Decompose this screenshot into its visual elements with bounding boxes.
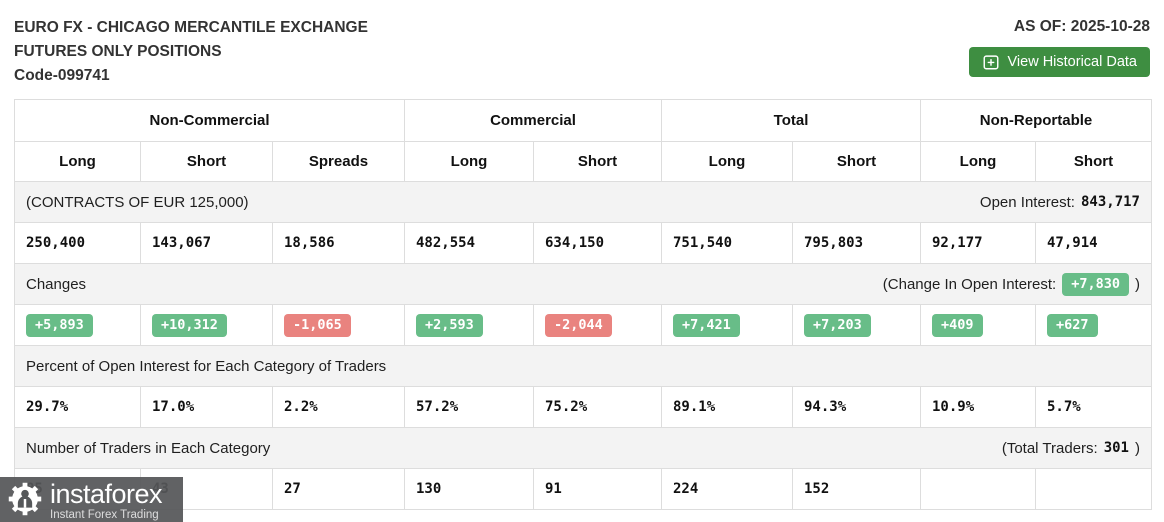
view-historical-data-button[interactable]: View Historical Data <box>968 47 1150 77</box>
change-badge: -2,044 <box>545 313 612 337</box>
change-oi-label: (Change In Open Interest: <box>882 275 1057 293</box>
traders-value <box>921 469 1036 510</box>
report-code: Code-099741 <box>14 67 110 84</box>
col-header: Long <box>921 142 1036 182</box>
change-badge: +7,421 <box>673 313 740 337</box>
as-of-date: AS OF: 2025-10-28 <box>1013 18 1150 35</box>
col-header: Spreads <box>273 142 405 182</box>
position-value: 47,914 <box>1036 223 1151 264</box>
position-value: 143,067 <box>141 223 273 264</box>
change-badge: +627 <box>1047 313 1098 337</box>
cot-table: Non-Commercial Commercial Total Non-Repo… <box>14 99 1152 510</box>
group-non-reportable: Non-Reportable <box>921 100 1151 142</box>
traders-value: 224 <box>662 469 793 510</box>
change-oi-close: ) <box>1135 275 1140 293</box>
position-value: 482,554 <box>405 223 534 264</box>
total-traders-value: 301 <box>1103 440 1129 456</box>
report-titles: EURO FX - CHICAGO MERCANTILE EXCHANGE FU… <box>14 16 368 88</box>
col-header: Short <box>1036 142 1151 182</box>
change-badge: -1,065 <box>284 313 351 337</box>
col-header: Long <box>662 142 793 182</box>
percent-band: Percent of Open Interest for Each Catego… <box>15 346 1151 387</box>
open-interest-label: Open Interest: <box>979 193 1075 211</box>
positions-row: 250,400 143,067 18,586 482,554 634,150 7… <box>15 223 1151 264</box>
col-header: Short <box>141 142 273 182</box>
percent-value: 89.1% <box>662 387 793 428</box>
view-historical-data-label: View Historical Data <box>1007 54 1137 70</box>
percent-value: 75.2% <box>534 387 662 428</box>
traders-value: 130 <box>405 469 534 510</box>
total-traders-close: ) <box>1135 439 1140 457</box>
position-value: 250,400 <box>15 223 141 264</box>
position-value: 92,177 <box>921 223 1036 264</box>
percent-value: 5.7% <box>1036 387 1151 428</box>
instaforex-gear-icon <box>4 478 46 522</box>
instaforex-watermark: instaforex Instant Forex Trading <box>0 477 183 522</box>
col-header: Long <box>15 142 141 182</box>
report-title: EURO FX - CHICAGO MERCANTILE EXCHANGE <box>14 19 368 36</box>
position-value: 18,586 <box>273 223 405 264</box>
traders-band: Number of Traders in Each Category (Tota… <box>15 428 1151 469</box>
changes-band: Changes (Change In Open Interest: +7,830… <box>15 264 1151 305</box>
percent-label: Percent of Open Interest for Each Catego… <box>26 357 387 375</box>
position-value: 634,150 <box>534 223 662 264</box>
traders-label: Number of Traders in Each Category <box>26 439 271 457</box>
contracts-label: (CONTRACTS OF EUR 125,000) <box>26 193 249 211</box>
change-badge: +5,893 <box>26 313 93 337</box>
position-value: 795,803 <box>793 223 921 264</box>
position-value: 751,540 <box>662 223 793 264</box>
traders-value: 27 <box>273 469 405 510</box>
total-traders-label: (Total Traders: <box>1001 439 1098 457</box>
changes-label: Changes <box>26 275 87 293</box>
percent-value: 17.0% <box>141 387 273 428</box>
percent-value: 57.2% <box>405 387 534 428</box>
col-header: Short <box>534 142 662 182</box>
changes-row: +5,893 +10,312 -1,065 +2,593 -2,044 +7,4… <box>15 305 1151 346</box>
traders-value: 91 <box>534 469 662 510</box>
change-oi-badge: +7,830 <box>1062 272 1129 296</box>
percent-value: 2.2% <box>273 387 405 428</box>
open-interest-value: 843,717 <box>1080 194 1140 210</box>
percents-row: 29.7% 17.0% 2.2% 57.2% 75.2% 89.1% 94.3%… <box>15 387 1151 428</box>
percent-value: 10.9% <box>921 387 1036 428</box>
header-right: AS OF: 2025-10-28 View Historical Data <box>968 16 1150 88</box>
group-header-row: Non-Commercial Commercial Total Non-Repo… <box>15 100 1151 142</box>
instaforex-logo-name: instaforex <box>50 478 163 509</box>
traders-value <box>1036 469 1151 510</box>
calendar-plus-icon <box>982 53 1000 71</box>
percent-value: 94.3% <box>793 387 921 428</box>
col-header: Short <box>793 142 921 182</box>
change-badge: +10,312 <box>152 313 227 337</box>
change-badge: +7,203 <box>804 313 871 337</box>
report-subtitle: FUTURES ONLY POSITIONS <box>14 43 222 60</box>
report-header: EURO FX - CHICAGO MERCANTILE EXCHANGE FU… <box>14 16 1150 88</box>
group-commercial: Commercial <box>405 100 662 142</box>
column-header-row: Long Short Spreads Long Short Long Short… <box>15 142 1151 182</box>
traders-value: 152 <box>793 469 921 510</box>
group-non-commercial: Non-Commercial <box>15 100 405 142</box>
col-header: Long <box>405 142 534 182</box>
change-badge: +2,593 <box>416 313 483 337</box>
percent-value: 29.7% <box>15 387 141 428</box>
instaforex-logo-tagline: Instant Forex Trading <box>50 508 159 521</box>
traders-row: 85 43 27 130 91 224 152 <box>15 469 1151 510</box>
group-total: Total <box>662 100 921 142</box>
change-badge: +409 <box>932 313 983 337</box>
contracts-band: (CONTRACTS OF EUR 125,000) Open Interest… <box>15 182 1151 223</box>
